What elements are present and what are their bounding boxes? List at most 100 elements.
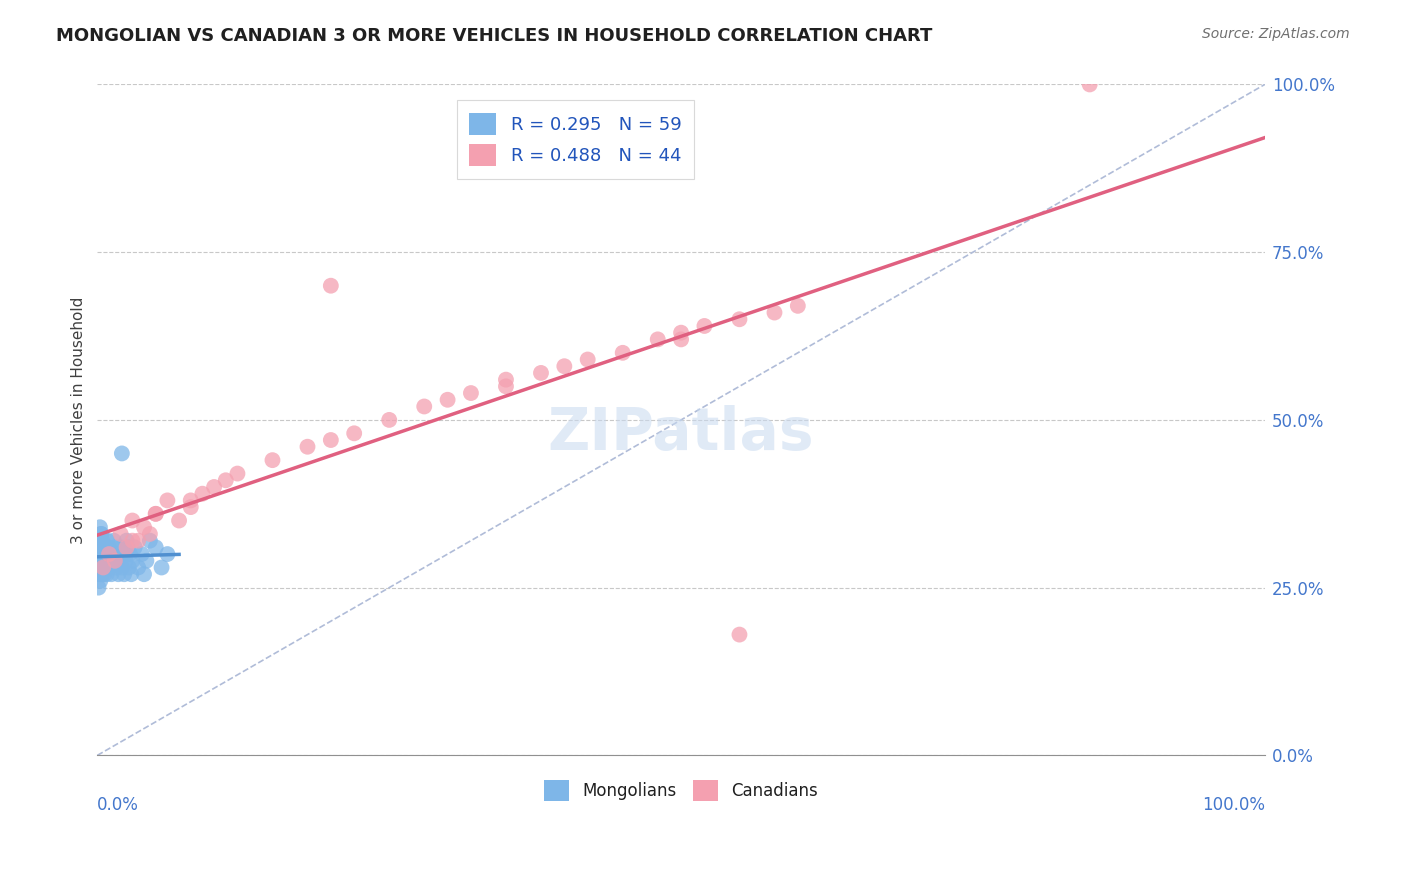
Point bbox=[693, 318, 716, 333]
Point bbox=[139, 533, 162, 548]
Point bbox=[413, 400, 436, 414]
Point bbox=[145, 507, 167, 521]
Point bbox=[90, 567, 112, 582]
Point bbox=[114, 554, 136, 568]
Point bbox=[115, 533, 138, 548]
Point bbox=[98, 547, 121, 561]
Point bbox=[87, 533, 110, 548]
Point bbox=[495, 373, 517, 387]
Point bbox=[97, 554, 120, 568]
Point bbox=[319, 278, 342, 293]
Point bbox=[91, 533, 114, 548]
Point bbox=[91, 541, 114, 555]
Point bbox=[105, 560, 128, 574]
Point bbox=[94, 541, 117, 555]
Point bbox=[87, 554, 110, 568]
Point bbox=[460, 386, 482, 401]
Point bbox=[91, 560, 114, 574]
Point bbox=[167, 514, 190, 528]
Point bbox=[202, 480, 225, 494]
Point bbox=[145, 541, 167, 555]
Point bbox=[135, 554, 157, 568]
Point bbox=[297, 440, 319, 454]
Point bbox=[90, 560, 112, 574]
Point bbox=[156, 547, 179, 561]
Point bbox=[728, 312, 751, 326]
Point bbox=[96, 533, 118, 548]
Point bbox=[530, 366, 553, 380]
Point bbox=[132, 567, 155, 582]
Point bbox=[262, 453, 284, 467]
Point bbox=[89, 574, 111, 588]
Point bbox=[226, 467, 249, 481]
Point bbox=[107, 567, 129, 582]
Point bbox=[132, 520, 155, 534]
Point bbox=[127, 560, 149, 574]
Point bbox=[108, 554, 131, 568]
Point bbox=[118, 547, 141, 561]
Text: 0.0%: 0.0% bbox=[97, 796, 139, 814]
Point bbox=[100, 567, 122, 582]
Point bbox=[115, 541, 138, 555]
Point bbox=[101, 554, 124, 568]
Point bbox=[117, 541, 139, 555]
Point bbox=[112, 547, 135, 561]
Point bbox=[436, 392, 458, 407]
Point bbox=[156, 493, 179, 508]
Text: Source: ZipAtlas.com: Source: ZipAtlas.com bbox=[1202, 27, 1350, 41]
Point bbox=[93, 567, 115, 582]
Y-axis label: 3 or more Vehicles in Household: 3 or more Vehicles in Household bbox=[72, 296, 86, 543]
Point bbox=[121, 514, 143, 528]
Point bbox=[120, 567, 142, 582]
Point bbox=[1078, 78, 1101, 92]
Point bbox=[150, 560, 173, 574]
Point bbox=[763, 305, 786, 319]
Point bbox=[145, 507, 167, 521]
Text: 100.0%: 100.0% bbox=[1202, 796, 1265, 814]
Point bbox=[728, 627, 751, 641]
Point bbox=[94, 547, 117, 561]
Point bbox=[104, 554, 127, 568]
Point bbox=[139, 527, 162, 541]
Point bbox=[669, 326, 692, 340]
Point bbox=[124, 541, 146, 555]
Point bbox=[112, 567, 135, 582]
Point bbox=[319, 433, 342, 447]
Point bbox=[89, 520, 111, 534]
Point bbox=[93, 554, 115, 568]
Point bbox=[180, 493, 202, 508]
Point bbox=[215, 473, 238, 487]
Point bbox=[89, 567, 111, 582]
Point bbox=[91, 560, 114, 574]
Point bbox=[90, 527, 112, 541]
Point bbox=[553, 359, 575, 374]
Point bbox=[127, 533, 149, 548]
Point bbox=[103, 533, 125, 548]
Point bbox=[110, 541, 132, 555]
Point bbox=[131, 547, 153, 561]
Point bbox=[111, 560, 134, 574]
Point bbox=[378, 413, 401, 427]
Point bbox=[576, 352, 599, 367]
Point bbox=[96, 567, 118, 582]
Point bbox=[191, 486, 214, 500]
Point bbox=[121, 554, 143, 568]
Point bbox=[98, 560, 121, 574]
Point bbox=[90, 527, 112, 541]
Point bbox=[343, 426, 366, 441]
Point bbox=[87, 547, 110, 561]
Point bbox=[786, 299, 808, 313]
Text: MONGOLIAN VS CANADIAN 3 OR MORE VEHICLES IN HOUSEHOLD CORRELATION CHART: MONGOLIAN VS CANADIAN 3 OR MORE VEHICLES… bbox=[56, 27, 932, 45]
Point bbox=[104, 541, 127, 555]
Point bbox=[111, 446, 134, 460]
Point bbox=[669, 332, 692, 346]
Point bbox=[90, 547, 112, 561]
Point bbox=[89, 541, 111, 555]
Point bbox=[93, 547, 115, 561]
Legend: Mongolians, Canadians: Mongolians, Canadians bbox=[537, 773, 825, 807]
Point bbox=[118, 560, 141, 574]
Point bbox=[98, 547, 121, 561]
Point bbox=[97, 541, 120, 555]
Point bbox=[91, 554, 114, 568]
Text: ZIPatlas: ZIPatlas bbox=[548, 405, 814, 462]
